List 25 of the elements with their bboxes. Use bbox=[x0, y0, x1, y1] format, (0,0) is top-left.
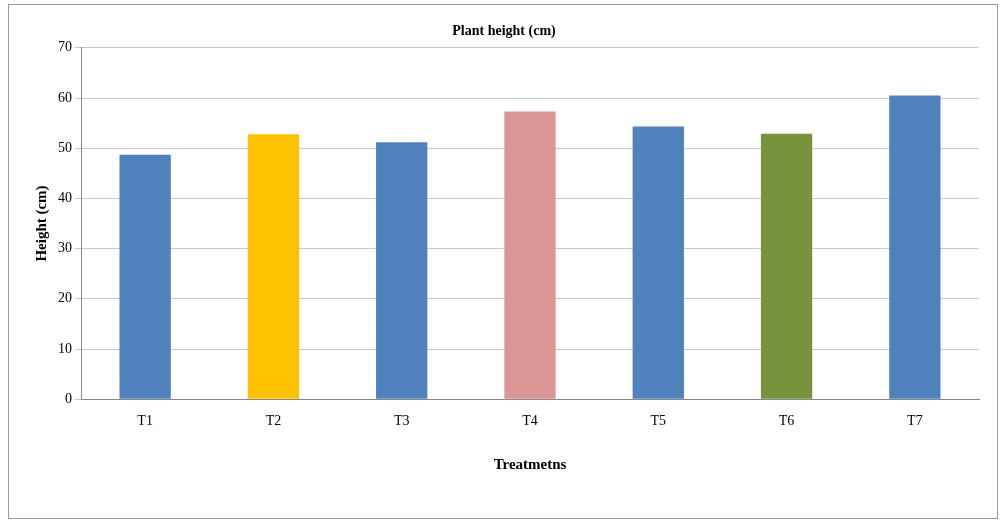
bar bbox=[504, 111, 556, 399]
y-tick-label: 20 bbox=[58, 290, 72, 306]
y-tick-label: 70 bbox=[58, 39, 72, 55]
y-axis-title: Height (cm) bbox=[32, 185, 50, 262]
x-tick-label: T7 bbox=[907, 413, 923, 429]
y-tick-label: 0 bbox=[65, 390, 72, 406]
bar bbox=[376, 142, 428, 399]
y-tick-label: 40 bbox=[58, 190, 72, 206]
bar bbox=[119, 154, 171, 399]
bar bbox=[760, 133, 813, 399]
x-tick-label: T1 bbox=[137, 413, 153, 429]
x-tick-label: T5 bbox=[650, 413, 667, 429]
x-tick-label: T3 bbox=[393, 413, 410, 429]
x-axis-title: Treatmetns bbox=[493, 455, 567, 472]
y-tick-label: 30 bbox=[58, 240, 72, 256]
y-tick-label: 50 bbox=[58, 139, 72, 155]
y-tick-label: 60 bbox=[58, 89, 72, 105]
bar bbox=[889, 95, 941, 399]
x-tick-label: T2 bbox=[265, 413, 282, 429]
chart-title: Plant height (cm) bbox=[452, 23, 557, 40]
x-tick-label: T6 bbox=[778, 413, 795, 429]
bar bbox=[247, 134, 300, 399]
y-tick-label: 10 bbox=[58, 340, 72, 356]
bar bbox=[632, 126, 684, 399]
x-tick-label: T4 bbox=[522, 413, 538, 429]
